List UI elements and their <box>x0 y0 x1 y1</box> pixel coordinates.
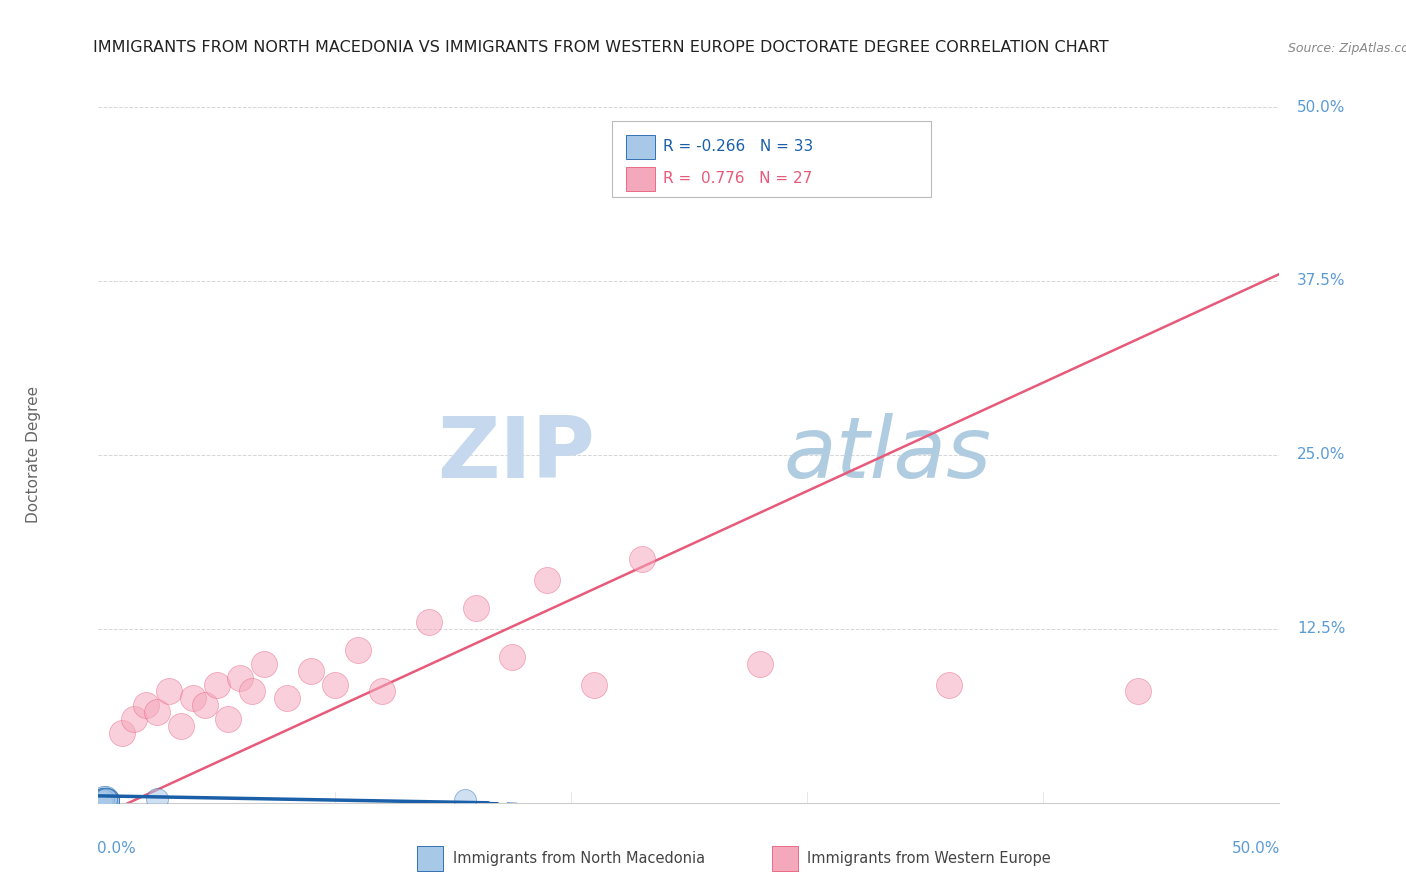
Point <box>97 791 120 805</box>
Point <box>157 684 180 698</box>
Text: 25.0%: 25.0% <box>1298 448 1346 462</box>
Point <box>94 791 117 805</box>
Point <box>91 791 114 805</box>
Point <box>90 794 112 808</box>
Text: R =  0.776   N = 27: R = 0.776 N = 27 <box>664 171 813 186</box>
Point <box>94 790 117 805</box>
Point <box>170 719 193 733</box>
Point <box>91 790 114 805</box>
Point <box>630 552 652 566</box>
Text: Immigrants from Western Europe: Immigrants from Western Europe <box>807 851 1050 866</box>
Point <box>94 794 117 808</box>
Point <box>91 793 114 807</box>
Point <box>748 657 770 671</box>
Point <box>94 793 117 807</box>
Point <box>97 793 120 807</box>
Point <box>536 573 558 587</box>
Point <box>299 664 322 678</box>
Point <box>465 601 488 615</box>
Point <box>90 793 112 807</box>
Text: R = -0.266   N = 33: R = -0.266 N = 33 <box>664 139 813 154</box>
Point <box>94 793 117 807</box>
Point <box>90 793 112 807</box>
Point <box>229 671 252 685</box>
Point <box>347 642 370 657</box>
Point <box>97 793 120 807</box>
Text: Immigrants from North Macedonia: Immigrants from North Macedonia <box>453 851 704 866</box>
FancyBboxPatch shape <box>626 135 655 159</box>
Point <box>91 791 114 805</box>
Point <box>240 684 263 698</box>
Point <box>276 691 298 706</box>
Point <box>418 615 440 629</box>
Point <box>90 794 112 808</box>
Point <box>111 726 134 740</box>
Point <box>91 793 114 807</box>
Point <box>90 794 112 808</box>
Point <box>135 698 157 713</box>
Text: Source: ZipAtlas.com: Source: ZipAtlas.com <box>1288 42 1406 55</box>
Text: 50.0%: 50.0% <box>1232 841 1281 856</box>
Bar <box>418 846 443 871</box>
Point <box>94 791 117 805</box>
Point <box>194 698 217 713</box>
Point <box>146 791 169 805</box>
Point <box>253 657 276 671</box>
Point <box>97 794 120 808</box>
Point <box>94 791 117 805</box>
Point <box>97 793 120 807</box>
Point <box>91 793 114 807</box>
Point <box>1126 684 1149 698</box>
Point <box>501 649 523 664</box>
Point <box>181 691 204 706</box>
Point <box>91 793 114 807</box>
Bar <box>772 846 797 871</box>
Text: 12.5%: 12.5% <box>1298 622 1346 636</box>
Point <box>90 794 112 808</box>
Text: atlas: atlas <box>783 413 991 497</box>
Text: ZIP: ZIP <box>437 413 595 497</box>
Text: 0.0%: 0.0% <box>97 841 136 856</box>
Text: 50.0%: 50.0% <box>1298 100 1346 114</box>
Point <box>146 706 169 720</box>
Point <box>583 677 606 691</box>
Point <box>91 791 114 805</box>
Point <box>453 793 475 807</box>
Point <box>94 794 117 808</box>
Point <box>91 791 114 805</box>
Point <box>90 794 112 808</box>
Point <box>938 677 960 691</box>
Point <box>91 793 114 807</box>
Point <box>94 793 117 807</box>
Point <box>122 712 145 726</box>
Point <box>371 684 394 698</box>
Point <box>217 712 239 726</box>
Text: 37.5%: 37.5% <box>1298 274 1346 288</box>
Point <box>205 677 228 691</box>
Point <box>323 677 346 691</box>
Text: IMMIGRANTS FROM NORTH MACEDONIA VS IMMIGRANTS FROM WESTERN EUROPE DOCTORATE DEGR: IMMIGRANTS FROM NORTH MACEDONIA VS IMMIG… <box>93 40 1108 55</box>
FancyBboxPatch shape <box>626 167 655 191</box>
Text: Doctorate Degree: Doctorate Degree <box>25 386 41 524</box>
FancyBboxPatch shape <box>612 121 931 197</box>
